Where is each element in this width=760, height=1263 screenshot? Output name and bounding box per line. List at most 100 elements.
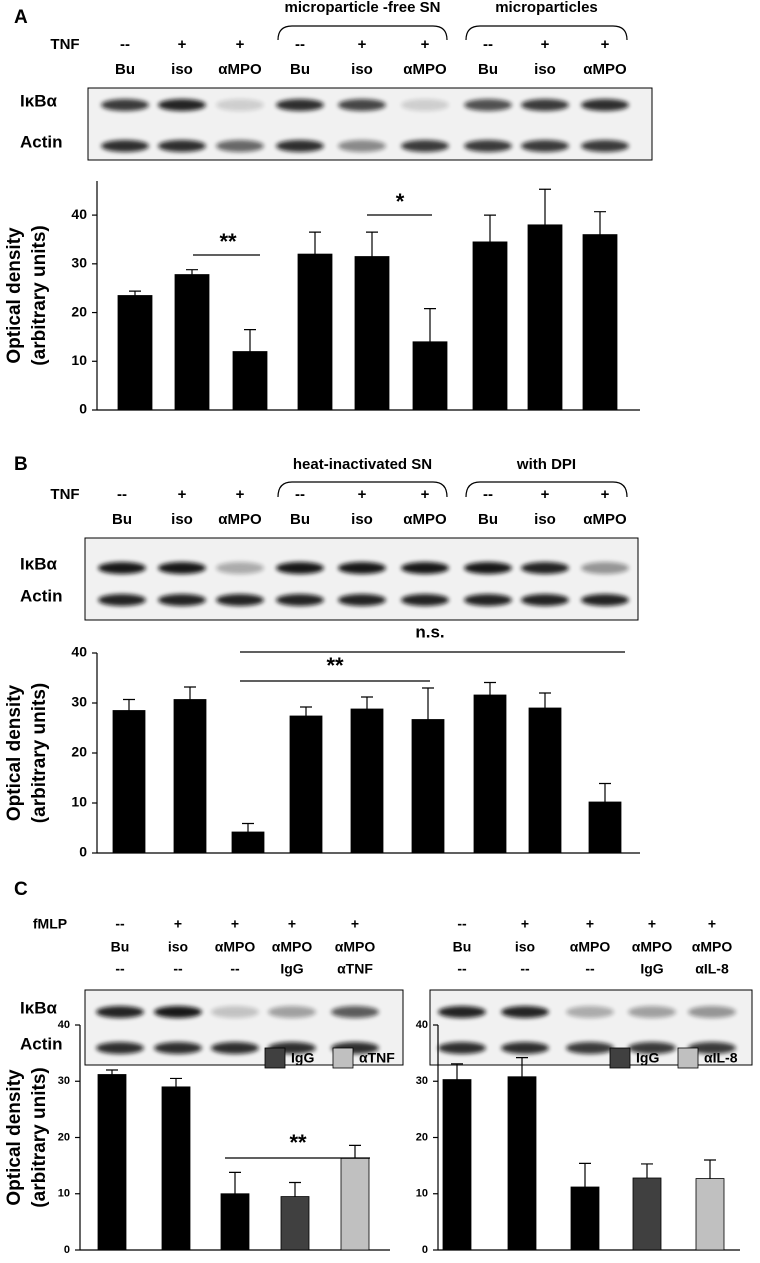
lane-label: Bu xyxy=(453,939,472,955)
lane-label: -- xyxy=(457,916,467,932)
error-bar xyxy=(229,1171,241,1194)
lane-label: + xyxy=(521,916,529,932)
blot-band xyxy=(216,99,264,111)
error-bar xyxy=(129,290,141,296)
error-bar xyxy=(539,188,551,225)
y-tick-label: 20 xyxy=(58,1131,70,1143)
legend-swatch xyxy=(677,1047,699,1069)
legend-label: αIL-8 xyxy=(704,1050,738,1066)
blot-band xyxy=(521,562,569,574)
bar xyxy=(695,1178,725,1251)
lane-label: + xyxy=(601,486,610,503)
blot-band xyxy=(158,99,206,111)
lane-label: + xyxy=(174,916,182,932)
lane-label: Bu xyxy=(290,61,310,78)
error-bar xyxy=(594,211,606,235)
bar xyxy=(528,707,562,854)
y-tick-label: 10 xyxy=(416,1188,428,1200)
y-tick-label: 0 xyxy=(79,401,87,417)
error-bar xyxy=(300,706,312,716)
blot-row-label: IκBα xyxy=(20,554,57,573)
group-bracket xyxy=(277,481,448,498)
blot-band xyxy=(401,562,449,574)
blot-band xyxy=(464,140,512,152)
blot-band xyxy=(276,99,324,111)
error-bar xyxy=(289,1181,301,1197)
y-axis-label: (arbitrary units) xyxy=(29,225,50,365)
lane-label: -- xyxy=(117,486,127,503)
lane-label: Bu xyxy=(478,511,498,528)
treatment-label: TNF xyxy=(50,36,79,53)
group-label: microparticles xyxy=(495,0,598,16)
bar xyxy=(280,1196,310,1251)
blot-band xyxy=(331,1006,379,1018)
blot-band xyxy=(501,1006,549,1018)
lane-label: αMPO xyxy=(403,511,447,528)
legend-swatch xyxy=(609,1047,631,1069)
significance-label: ** xyxy=(326,653,344,678)
lane-label: αMPO xyxy=(218,511,262,528)
lane-label: -- xyxy=(120,36,130,53)
lane-label: -- xyxy=(483,486,493,503)
bar xyxy=(112,710,146,854)
error-bar xyxy=(186,269,198,275)
error-bar xyxy=(366,231,378,257)
blot-band xyxy=(521,99,569,111)
lane-label: -- xyxy=(230,961,240,977)
blot-band xyxy=(338,99,386,111)
blot-band xyxy=(581,99,629,111)
lane-label: iso xyxy=(168,939,188,955)
lane-label: -- xyxy=(520,961,530,977)
blot-band xyxy=(268,1006,316,1018)
blot-band xyxy=(338,562,386,574)
bar xyxy=(354,256,390,411)
error-bar xyxy=(309,231,321,255)
blot-band xyxy=(628,1042,676,1054)
blot-band xyxy=(154,1042,202,1054)
bar xyxy=(411,719,445,854)
blot-band xyxy=(216,594,264,606)
error-bar xyxy=(484,681,496,695)
blot-band xyxy=(438,1006,486,1018)
treatment-label: TNF xyxy=(50,486,79,503)
group-bracket xyxy=(465,481,628,498)
blot-band xyxy=(401,594,449,606)
lane-label: iso xyxy=(534,61,556,78)
y-tick-label: 40 xyxy=(71,644,87,660)
lane-label: + xyxy=(586,916,594,932)
lane-label: + xyxy=(236,36,245,53)
y-tick-label: 0 xyxy=(64,1244,70,1256)
y-tick-label: 40 xyxy=(71,206,87,222)
lane-label: + xyxy=(351,916,359,932)
blot-band xyxy=(501,1042,549,1054)
lane-label: iso xyxy=(515,939,535,955)
lane-label: + xyxy=(178,36,187,53)
y-tick-label: 10 xyxy=(58,1188,70,1200)
group-bracket xyxy=(277,25,448,41)
panel-label: C xyxy=(14,879,28,900)
blot-band xyxy=(158,562,206,574)
y-tick-label: 20 xyxy=(71,303,87,319)
y-tick-label: 10 xyxy=(71,352,87,368)
blot-band xyxy=(216,562,264,574)
blot-band xyxy=(96,1006,144,1018)
group-label: microparticle -free SN xyxy=(285,0,441,16)
significance-label: ** xyxy=(219,229,237,254)
y-tick-label: 40 xyxy=(58,1019,70,1031)
blot-box xyxy=(84,537,639,621)
y-tick-label: 30 xyxy=(58,1075,70,1087)
blot-band xyxy=(581,140,629,152)
bar xyxy=(588,801,622,854)
lane-label: αMPO xyxy=(335,939,376,955)
blot-band xyxy=(216,140,264,152)
lane-label: iso xyxy=(534,511,556,528)
bar xyxy=(117,295,153,411)
group-label: with DPI xyxy=(516,456,576,473)
y-tick-label: 30 xyxy=(416,1075,428,1087)
significance-label: n.s. xyxy=(415,622,444,641)
bar xyxy=(582,234,618,411)
lane-label: αMPO xyxy=(632,939,673,955)
blot-band xyxy=(401,99,449,111)
legend-label: IgG xyxy=(636,1050,659,1066)
